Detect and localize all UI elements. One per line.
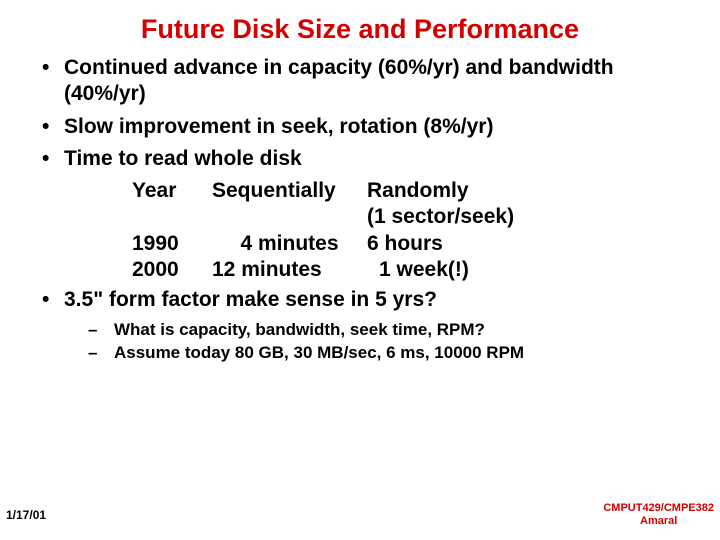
bullet-marker: • <box>42 55 64 108</box>
slide-title: Future Disk Size and Performance <box>0 0 720 55</box>
bullet-1: • Continued advance in capacity (60%/yr)… <box>42 55 690 108</box>
footer-course: CMPUT429/CMPE382 Amaral <box>603 502 714 528</box>
cell-rand: 1 week(!) <box>367 257 690 283</box>
bullet-marker: • <box>42 146 64 172</box>
bullet-text: Slow improvement in seek, rotation (8%/y… <box>64 114 690 140</box>
subheader-text: (1 sector/seek) <box>367 204 690 230</box>
cell-seq: 4 minutes <box>212 231 367 257</box>
bullet-marker: • <box>42 114 64 140</box>
cell-year: 2000 <box>132 257 212 283</box>
bullet-marker: • <box>42 287 64 313</box>
sub-bullet-1: – What is capacity, bandwidth, seek time… <box>42 319 690 342</box>
subheader-spacer <box>132 204 212 230</box>
header-seq: Sequentially <box>212 178 367 204</box>
bullet-3: • Time to read whole disk <box>42 146 690 172</box>
header-rand: Randomly <box>367 178 690 204</box>
subheader-spacer2 <box>212 204 367 230</box>
bullet-4: • 3.5" form factor make sense in 5 yrs? <box>42 287 690 313</box>
sub-marker: – <box>88 319 114 342</box>
content-area: • Continued advance in capacity (60%/yr)… <box>0 55 720 365</box>
sub-bullet-2: – Assume today 80 GB, 30 MB/sec, 6 ms, 1… <box>42 342 690 365</box>
footer-course-line1: CMPUT429/CMPE382 <box>603 502 714 515</box>
bullet-2: • Slow improvement in seek, rotation (8%… <box>42 114 690 140</box>
table-subheader-row: (1 sector/seek) <box>132 204 690 230</box>
sub-text: What is capacity, bandwidth, seek time, … <box>114 319 485 342</box>
table-row-1990: 1990 4 minutes 6 hours <box>132 231 690 257</box>
disk-time-table: Year Sequentially Randomly (1 sector/see… <box>42 178 690 283</box>
cell-year: 1990 <box>132 231 212 257</box>
bullet-text: Time to read whole disk <box>64 146 690 172</box>
cell-rand: 6 hours <box>367 231 690 257</box>
table-header-row: Year Sequentially Randomly <box>132 178 690 204</box>
header-year: Year <box>132 178 212 204</box>
sub-marker: – <box>88 342 114 365</box>
bullet-text: Continued advance in capacity (60%/yr) a… <box>64 55 690 108</box>
bullet-text: 3.5" form factor make sense in 5 yrs? <box>64 287 690 313</box>
sub-text: Assume today 80 GB, 30 MB/sec, 6 ms, 100… <box>114 342 524 365</box>
table-row-2000: 2000 12 minutes 1 week(!) <box>132 257 690 283</box>
footer-date: 1/17/01 <box>6 508 46 522</box>
cell-seq: 12 minutes <box>212 257 367 283</box>
footer-course-line2: Amaral <box>603 515 714 528</box>
